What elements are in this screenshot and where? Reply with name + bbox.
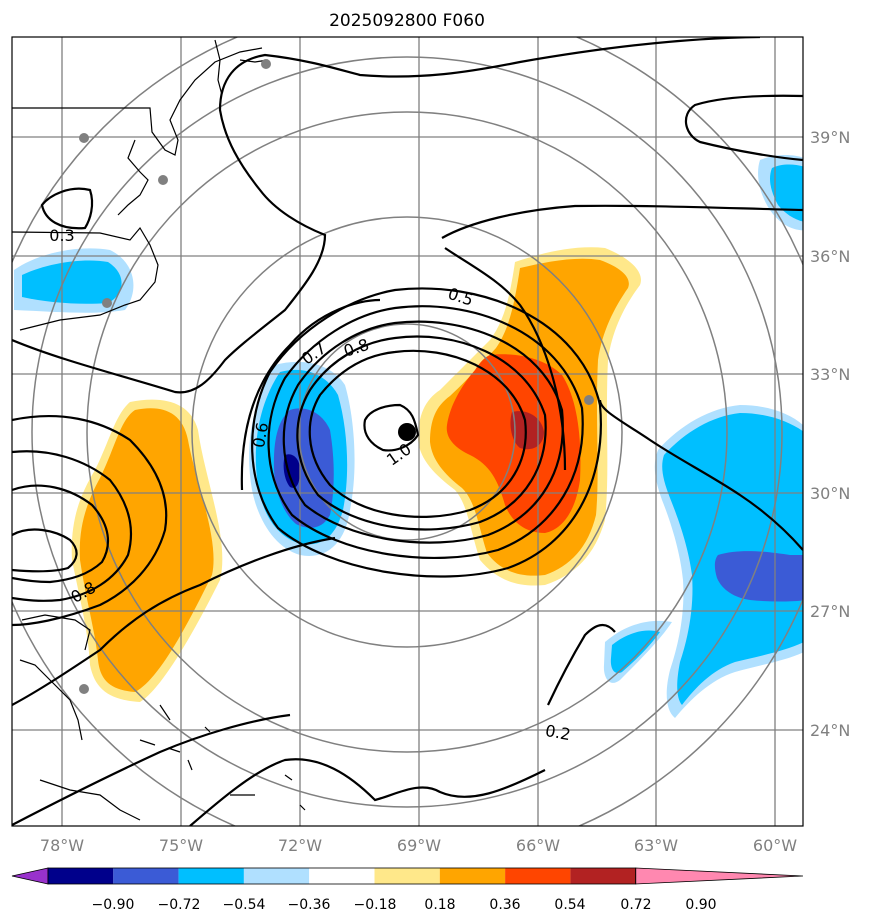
city-marker: [158, 175, 168, 185]
negative-anomaly-region: [610, 630, 660, 674]
colorbar-tick-label: 0.72: [620, 897, 651, 913]
latitude-labels: 39°N 36°N 33°N 30°N 27°N 24°N: [810, 128, 850, 740]
lat-label: 39°N: [810, 128, 850, 147]
colorbar-tick-label: −0.72: [158, 897, 201, 913]
city-marker: [79, 133, 89, 143]
range-rings: [12, 37, 803, 826]
lat-label: 24°N: [810, 721, 850, 740]
lat-label: 33°N: [810, 365, 850, 384]
contour-label: 0.8: [341, 335, 371, 361]
graticule: [12, 37, 803, 826]
contour-label: 0.5: [446, 284, 476, 310]
positive-anomaly-region: [510, 411, 544, 450]
colorbar-tick-label: 0.54: [554, 897, 585, 913]
colorbar-tick-label: 0.18: [424, 897, 455, 913]
colorbar-segment: [243, 868, 310, 884]
colorbar-extend-left: [11, 867, 49, 885]
colorbar-segment: [374, 868, 440, 884]
contour-label: 0.3: [49, 226, 74, 245]
colorbar-segment: [570, 868, 636, 884]
negative-anomaly-region: [283, 454, 300, 488]
contour-label: 0.2: [544, 721, 572, 744]
negative-anomaly-region: [770, 164, 803, 222]
storm-center-marker: [398, 423, 416, 441]
lon-label: 60°W: [753, 836, 797, 855]
longitude-labels: 78°W 75°W 72°W 69°W 66°W 63°W 60°W: [40, 836, 797, 855]
map-plot-area: [12, 37, 803, 826]
lon-label: 75°W: [159, 836, 203, 855]
colorbar-segment: [309, 868, 375, 884]
city-marker: [261, 59, 271, 69]
height-contours: [12, 37, 803, 826]
colorbar-tick-label: −0.54: [223, 897, 266, 913]
colorbar-tick-label: −0.36: [288, 897, 331, 913]
colorbar: [11, 867, 804, 885]
lat-label: 36°N: [810, 247, 850, 266]
colorbar-tick-label: 0.36: [489, 897, 520, 913]
colorbar-segment: [48, 868, 114, 884]
lon-label: 66°W: [516, 836, 560, 855]
negative-anomaly-region: [22, 260, 122, 304]
coastline: [12, 39, 306, 821]
map-frame: [11, 36, 804, 827]
lat-label: 27°N: [810, 602, 850, 621]
contour-label: 0.6: [249, 421, 272, 449]
city-marker: [102, 298, 112, 308]
colorbar-tick-label: −0.18: [354, 897, 397, 913]
colorbar-labels: −0.90 −0.72 −0.54 −0.36 −0.18 0.18 0.36 …: [92, 897, 717, 913]
colorbar-segment: [113, 868, 179, 884]
shading-layer: [14, 155, 803, 718]
lon-label: 63°W: [634, 836, 678, 855]
map-title: 2025092800 F060: [329, 11, 485, 31]
colorbar-segment: [439, 868, 506, 884]
lon-label: 78°W: [40, 836, 84, 855]
city-marker: [584, 395, 594, 405]
colorbar-tick-label: 0.90: [685, 897, 716, 913]
colorbar-tick-label: −0.90: [92, 897, 135, 913]
lat-label: 30°N: [810, 484, 850, 503]
positive-anomaly-region: [79, 408, 214, 692]
lon-label: 69°W: [397, 836, 441, 855]
colorbar-segment: [505, 868, 571, 884]
lon-label: 72°W: [278, 836, 322, 855]
colorbar-segment: [178, 868, 244, 884]
city-markers: [79, 59, 594, 694]
city-marker: [79, 684, 89, 694]
colorbar-extend-right: [635, 867, 804, 885]
colorbar-frame: [47, 867, 637, 885]
negative-anomaly-region: [714, 551, 803, 602]
